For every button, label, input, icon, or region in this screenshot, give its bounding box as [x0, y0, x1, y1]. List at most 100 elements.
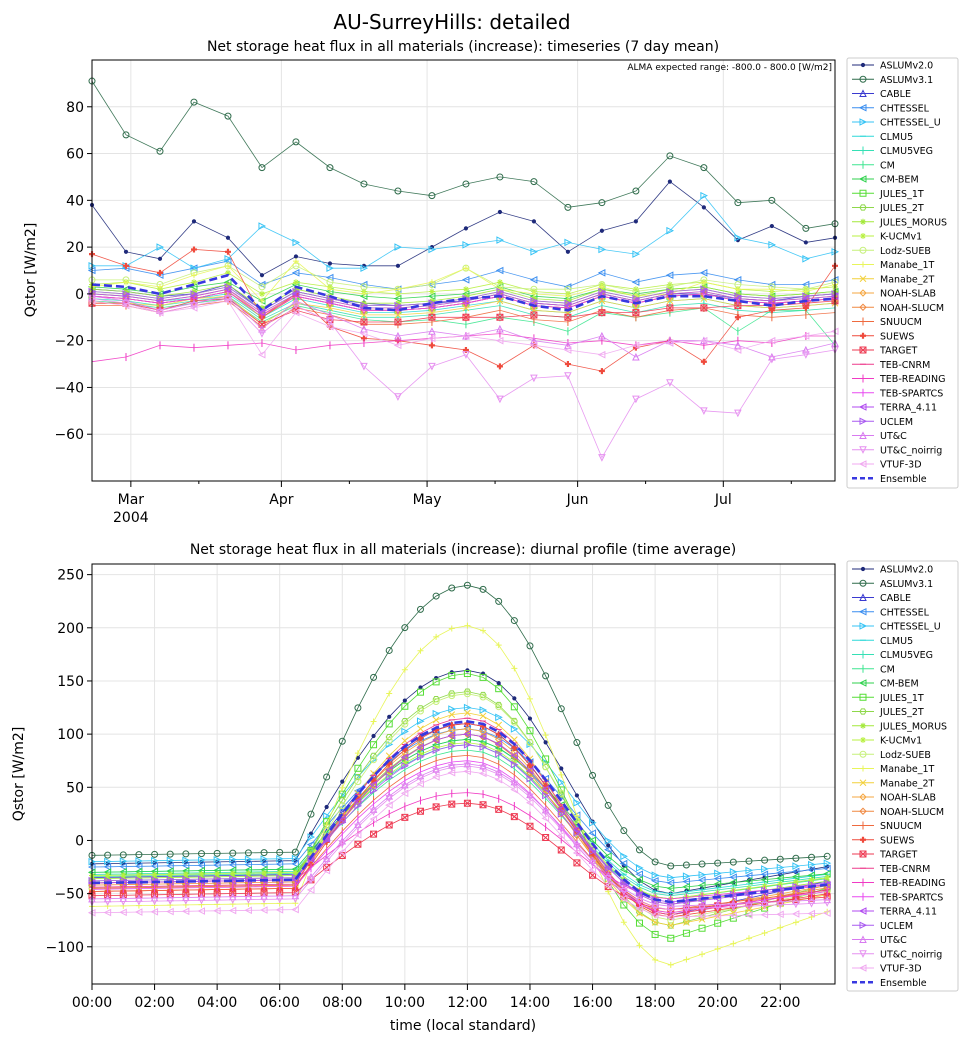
data-point-manabe-1t — [417, 647, 424, 654]
legend-label-ensemble: Ensemble — [880, 474, 927, 485]
data-point-aslumv3-1 — [224, 112, 232, 120]
data-point-aslumv2-0 — [543, 740, 548, 745]
data-point-aslumv3-1 — [151, 850, 159, 858]
data-point-chtessel-u — [682, 872, 691, 881]
data-point-target — [542, 834, 550, 842]
data-point-chtessel — [213, 861, 221, 869]
data-point-chtessel-u — [564, 238, 573, 247]
data-point-uclem — [792, 882, 801, 891]
data-point-uclem — [666, 287, 675, 296]
data-point-uclem — [495, 749, 503, 758]
data-point-ut-c — [394, 331, 402, 340]
data-point-aslumv3-1 — [682, 861, 690, 869]
data-point-chtessel — [134, 862, 143, 871]
data-point-chtessel-u — [496, 236, 505, 244]
data-point-chtessel-u — [135, 857, 144, 865]
data-point-chtessel-u — [291, 854, 300, 863]
data-point-vtuf-3d — [213, 906, 221, 915]
data-point-chtessel-u — [589, 818, 597, 827]
legend-label-target: TARGET — [879, 346, 918, 357]
diurnal-grid — [91, 564, 835, 984]
timeseries-ytick-label: 40 — [66, 193, 84, 209]
data-point-ut-c-noirrig — [734, 409, 742, 418]
data-point-jules-1t — [479, 673, 487, 681]
legend-marker-ut-c — [859, 431, 867, 439]
data-point-vtuf-3d — [291, 308, 300, 317]
data-point-ut-c — [510, 777, 519, 786]
data-point-aslumv3-1 — [338, 737, 346, 745]
data-point-k-ucmv1 — [258, 290, 265, 297]
data-point-aslumv2-0 — [559, 766, 564, 771]
data-point-manabe-2t — [698, 915, 706, 923]
legend-marker-vtuf-3d — [858, 460, 867, 468]
legend-marker-cable — [859, 89, 867, 97]
data-point-jules-2t — [416, 705, 425, 712]
diurnal-ylabel: Qstor [W/m2] — [11, 727, 27, 822]
data-point-aslumv2-0 — [803, 240, 808, 245]
data-point-ut-c — [494, 767, 503, 776]
data-point-aslumv2-0 — [355, 755, 361, 760]
data-point-manabe-2t — [385, 752, 393, 760]
legend-label-target: TARGET — [879, 850, 918, 861]
series-line-chtessel-u — [92, 195, 836, 269]
data-point-aslumv3-1 — [776, 855, 784, 863]
data-point-vtuf-3d — [385, 801, 393, 809]
data-point-aslumv2-0 — [496, 681, 501, 686]
data-point-manabe-1t — [386, 690, 393, 697]
data-point-k-ucmv1 — [224, 269, 231, 276]
data-point-aslumv3-1 — [401, 624, 409, 632]
diurnal-xtick-label: 08:00 — [322, 995, 362, 1011]
data-point-ut-c — [292, 296, 300, 305]
timeseries-xtick-label: May — [413, 492, 442, 508]
data-point-uclem — [776, 884, 785, 893]
data-point-terra-4-11 — [557, 805, 565, 813]
data-point-target — [734, 302, 742, 310]
data-point-jules-morus — [360, 300, 367, 307]
data-point-terra-4-11 — [291, 290, 300, 298]
data-point-jules-morus — [229, 873, 236, 880]
series-line-ensemble — [91, 273, 836, 312]
data-point-terra-4-11 — [525, 767, 534, 775]
legend-marker-aslumv3-1 — [859, 579, 867, 587]
data-point-chtessel-u — [401, 727, 409, 736]
data-point-noah-slab — [432, 731, 440, 739]
data-point-vtuf-3d — [189, 304, 198, 312]
data-point-manabe-1t — [745, 935, 752, 942]
data-point-chtessel — [181, 861, 190, 870]
data-point-suews — [448, 722, 455, 729]
diurnal-xlabel: time (local standard) — [390, 1018, 536, 1034]
data-point-vtuf-3d — [807, 909, 816, 918]
legend-marker-noah-slab — [859, 289, 867, 297]
legend-label-teb-spartcs: TEB-SPARTCS — [879, 892, 943, 903]
data-point-manabe-1t — [700, 279, 707, 286]
data-point-vtuf-3d — [666, 913, 675, 921]
data-point-suews — [564, 361, 571, 368]
data-point-aslumv3-1 — [323, 773, 331, 781]
data-point-chtessel-u — [598, 245, 607, 254]
legend-marker-jules-1t — [859, 189, 867, 197]
data-point-chtessel-u — [119, 857, 128, 866]
data-point-vtuf-3d — [733, 346, 742, 354]
diurnal-xtick-label: 18:00 — [635, 995, 675, 1011]
data-point-k-ucmv1 — [276, 869, 283, 876]
data-point-manabe-1t — [802, 288, 809, 295]
legend-marker-cm-bem — [858, 175, 867, 183]
data-point-chtessel — [604, 845, 612, 854]
data-point-chtessel-u — [734, 233, 742, 242]
data-point-chtessel-u — [166, 856, 175, 865]
data-point-chtessel — [166, 862, 174, 870]
data-point-chtessel — [291, 860, 299, 868]
legend-label-suews: SUEWS — [880, 835, 914, 846]
legend-label-ut-c-noirrig: UT&C_noirrig — [880, 949, 942, 960]
data-point-aslumv2-0 — [606, 843, 611, 848]
data-point-aslumv3-1 — [260, 849, 268, 857]
data-point-chtessel — [228, 861, 237, 869]
data-point-jules-morus — [768, 293, 775, 300]
legend-label-teb-reading: TEB-READING — [879, 878, 945, 889]
diurnal-xtick-label: 12:00 — [447, 995, 487, 1011]
data-point-vtuf-3d — [259, 906, 268, 914]
data-point-ut-c-noirrig — [292, 302, 300, 310]
data-point-vtuf-3d — [823, 909, 831, 917]
data-point-manabe-1t — [480, 627, 487, 634]
data-point-aslumv3-1 — [370, 673, 378, 681]
